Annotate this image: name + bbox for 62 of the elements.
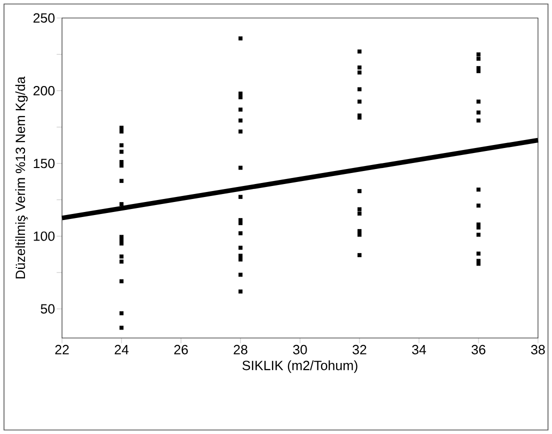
point [238, 166, 243, 170]
point [120, 311, 124, 316]
point [238, 257, 243, 262]
y-axis-title: Düzeltilmiş Verim %13 Nem Kg/da [15, 76, 28, 278]
point [476, 110, 481, 115]
point [238, 108, 243, 112]
point [476, 69, 481, 74]
point [238, 118, 243, 123]
x-tick-label: 26 [174, 344, 188, 354]
x-tick-label: 36 [472, 344, 486, 354]
point [120, 164, 124, 168]
y-tick-label: 50 [40, 304, 55, 314]
point [238, 194, 243, 199]
point [238, 221, 243, 226]
y-tick-label: 150 [34, 158, 55, 168]
point [476, 56, 481, 61]
point [120, 241, 124, 246]
x-tick-label: 22 [55, 344, 69, 354]
point [476, 204, 481, 208]
point [238, 254, 243, 258]
point [238, 95, 243, 100]
y-tick-label: 250 [34, 13, 55, 23]
x-tick-label: 30 [293, 344, 307, 354]
point [358, 49, 362, 54]
y-tick-label: 200 [34, 86, 55, 96]
point [238, 289, 243, 294]
point [120, 279, 124, 284]
point [476, 252, 481, 256]
point [238, 36, 243, 40]
point [476, 188, 481, 192]
x-tick-label: 34 [412, 344, 426, 354]
point [358, 253, 362, 258]
point [120, 178, 124, 183]
x-tick-label: 32 [352, 344, 366, 354]
point [238, 231, 243, 236]
point [238, 246, 243, 250]
point [476, 118, 481, 123]
point [120, 326, 124, 330]
x-axis-title: SIKLIK (m2/Tohum) [242, 360, 358, 373]
point [476, 100, 481, 104]
point [358, 189, 362, 194]
point [238, 272, 243, 277]
point [358, 100, 362, 104]
y-tick-label: 100 [34, 231, 55, 241]
point [358, 207, 362, 212]
point [120, 143, 124, 148]
point [476, 232, 481, 237]
x-tick-label: 28 [234, 344, 248, 354]
point [358, 212, 362, 216]
point [238, 129, 243, 134]
point [120, 129, 124, 134]
x-tick-label: 24 [114, 344, 129, 354]
point [120, 150, 124, 154]
point [358, 70, 362, 75]
point [358, 232, 362, 237]
point [358, 87, 362, 92]
point [358, 65, 362, 70]
point [120, 202, 124, 206]
point [120, 254, 124, 259]
x-tick-label: 38 [531, 344, 545, 354]
point [120, 260, 124, 264]
point [476, 52, 481, 56]
